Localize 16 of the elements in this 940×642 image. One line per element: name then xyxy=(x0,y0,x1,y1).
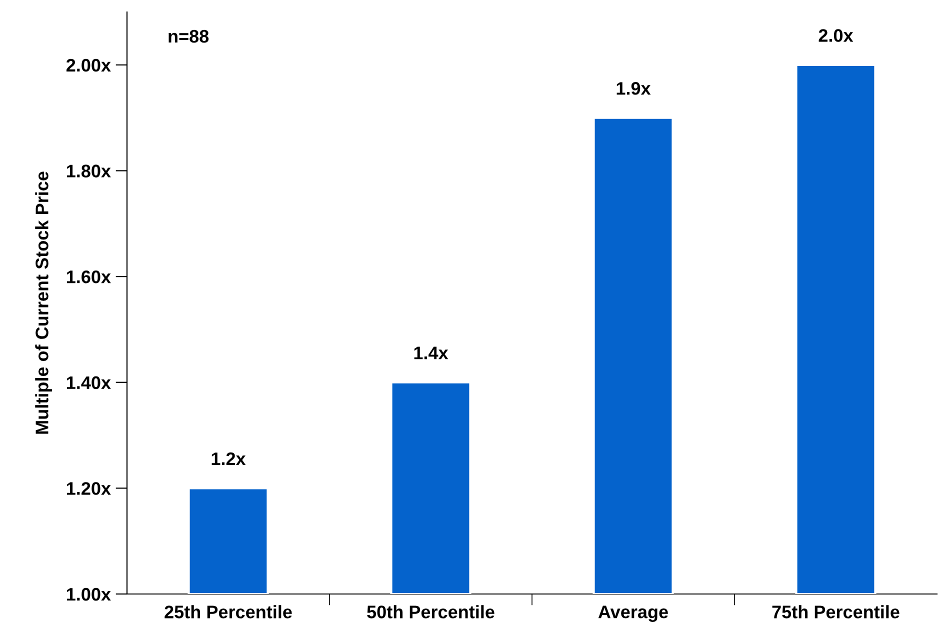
y-tick-label: 2.00x xyxy=(66,58,111,72)
y-axis-title: Multiple of Current Stock Price xyxy=(35,172,52,434)
y-tick-label: 1.40x xyxy=(66,376,111,390)
x-tick-label: 25th Percentile xyxy=(164,605,292,618)
data-label: 1.2x xyxy=(212,452,246,465)
annotation: n=88 xyxy=(168,30,209,43)
y-tick-label: 1.60x xyxy=(66,270,111,284)
y-tick-label: 1.20x xyxy=(66,482,111,495)
x-tick-label: Average xyxy=(598,606,668,622)
data-label: 1.4x xyxy=(414,346,448,360)
y-tick-label: 1.80x xyxy=(66,164,111,178)
data-label: 1.9x xyxy=(616,82,651,95)
x-tick-label: 75th Percentile xyxy=(772,605,900,618)
x-tick-label: 50th Percentile xyxy=(367,605,494,618)
data-label: 2.0x xyxy=(818,29,854,42)
y-tick-label: 1.00x xyxy=(66,588,111,601)
